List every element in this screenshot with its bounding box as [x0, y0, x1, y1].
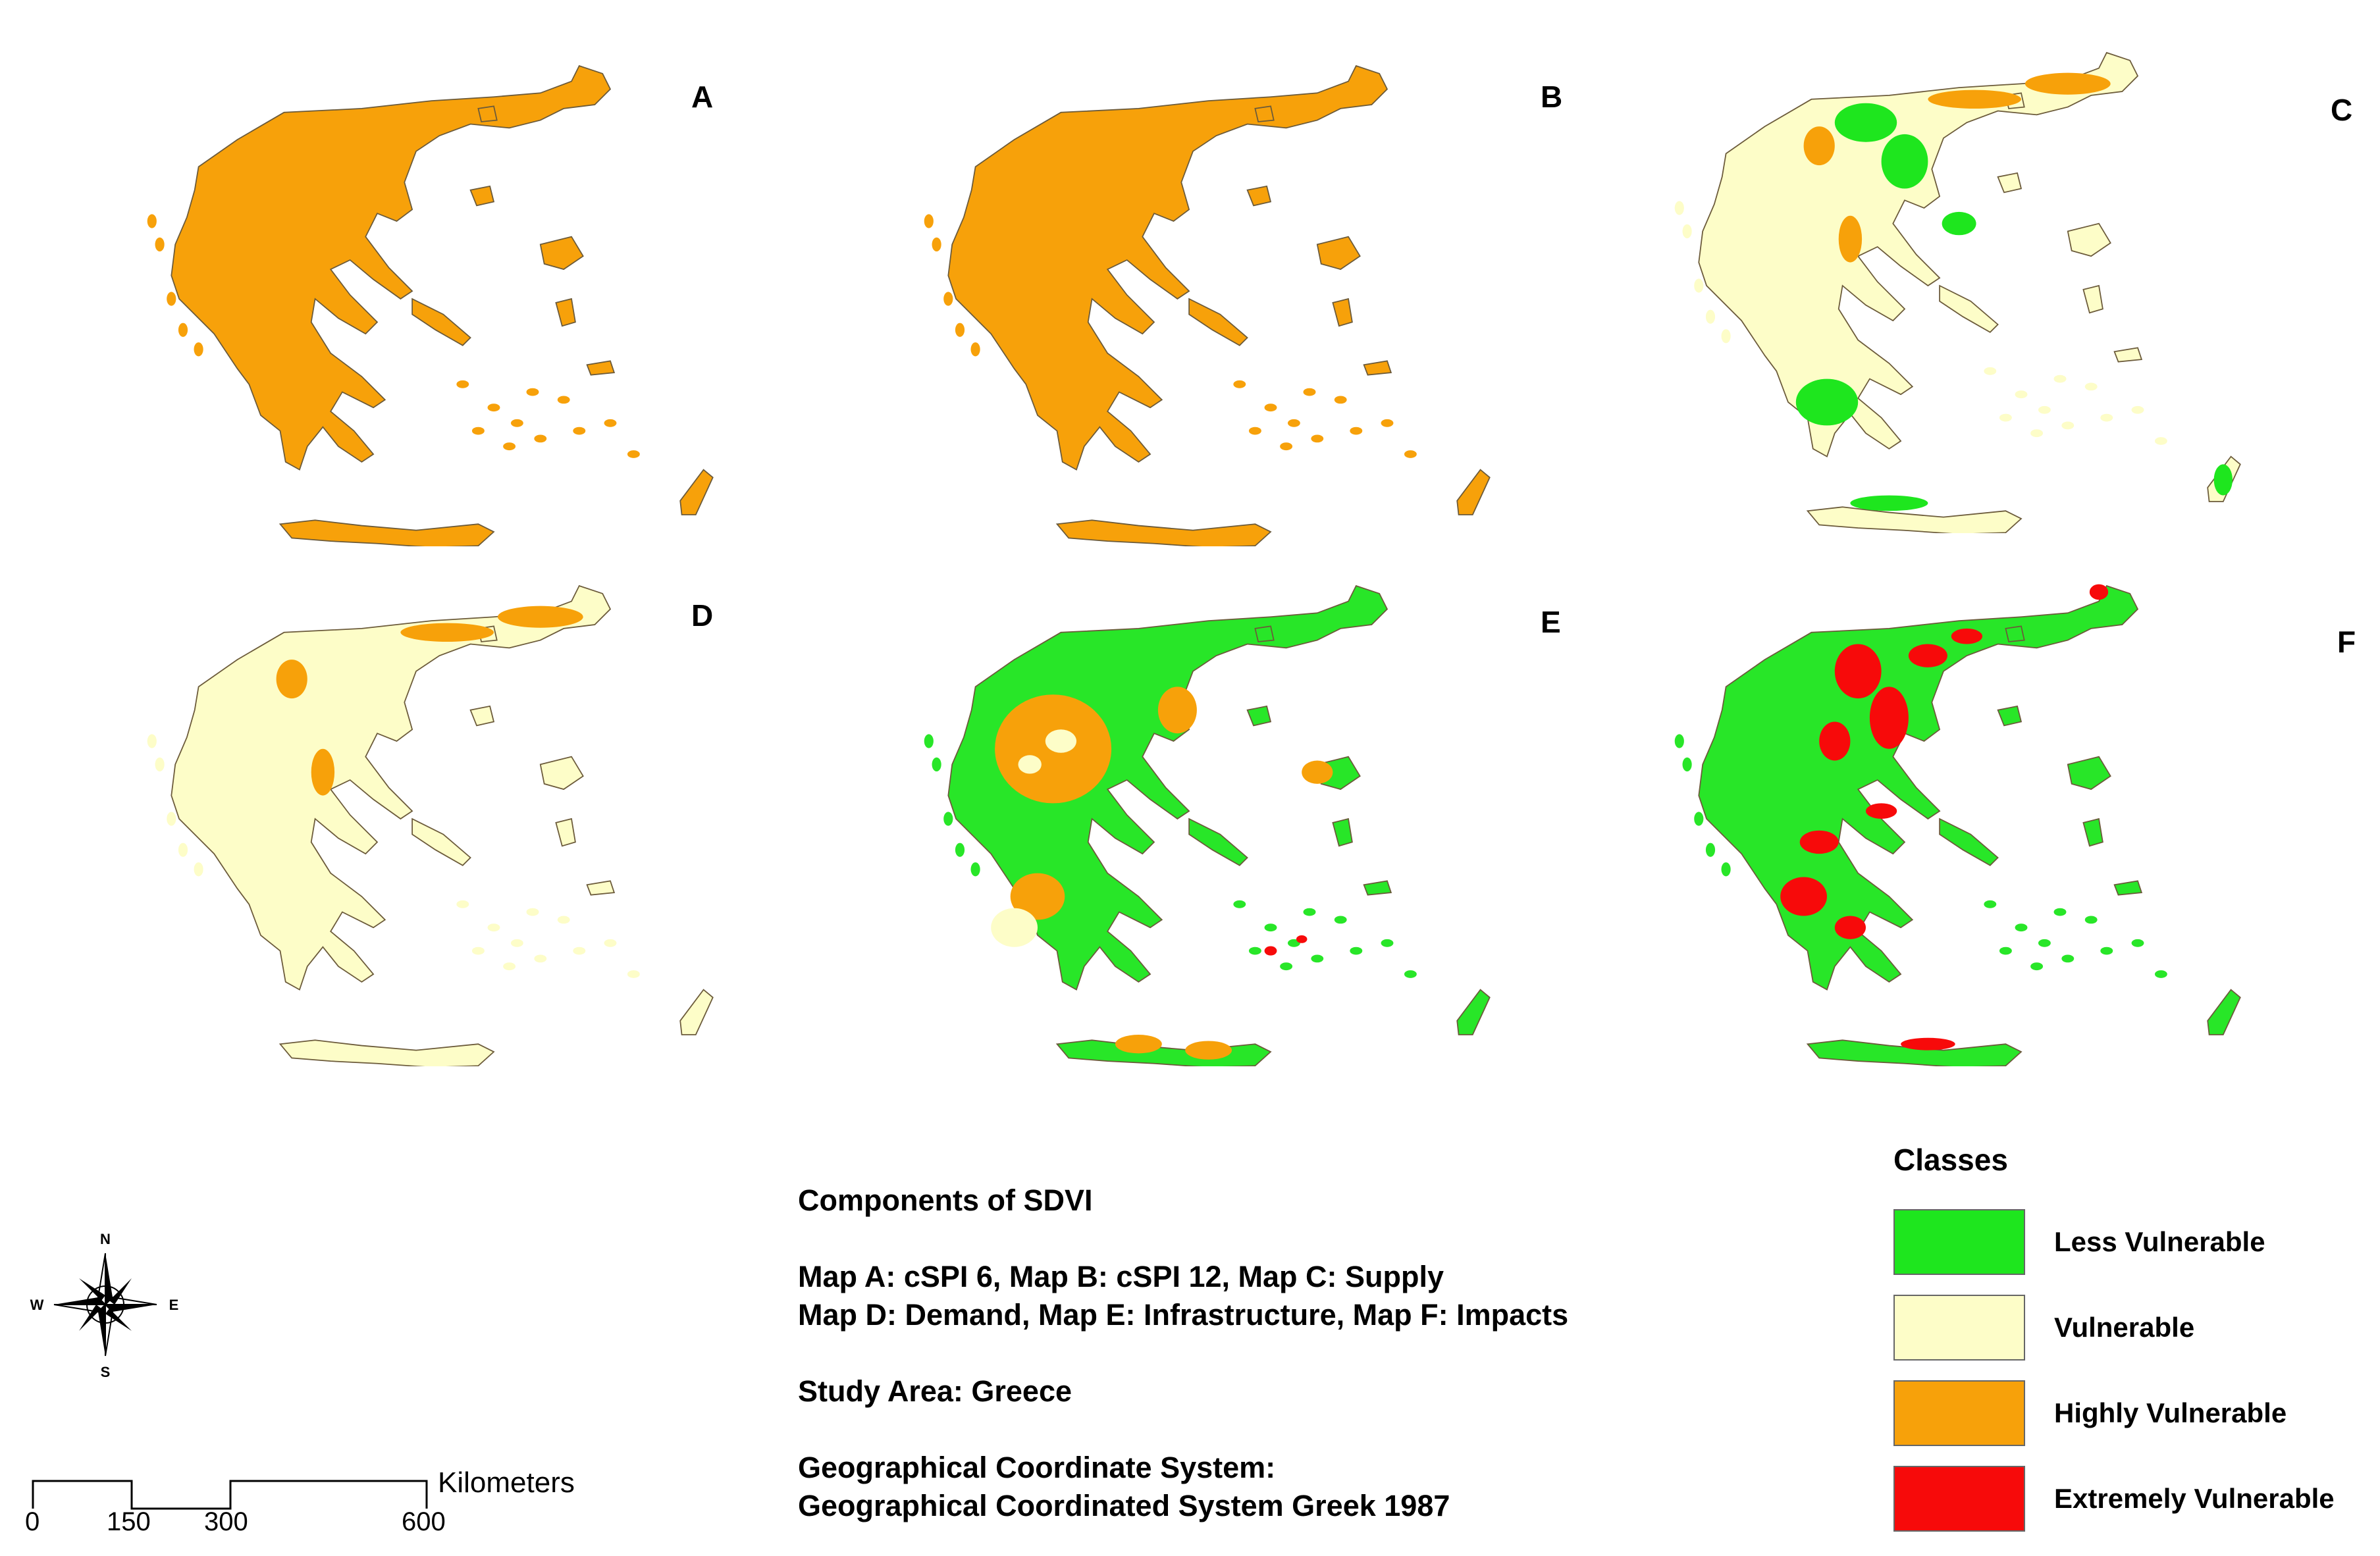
legend-title: Classes — [1893, 1143, 2008, 1177]
panel-label-c: C — [2331, 93, 2353, 127]
scale-bar-graphic — [32, 1480, 428, 1510]
legend-swatch — [1893, 1380, 2025, 1446]
legend-label: Vulnerable — [2054, 1312, 2195, 1343]
info-crs-label: Geographical Coordinate System: — [798, 1451, 1276, 1484]
info-crs-value: Geographical Coordinated System Greek 19… — [798, 1489, 1450, 1522]
info-maps-line1: Map A: cSPI 6, Map B: cSPI 12, Map C: Su… — [798, 1260, 1444, 1293]
greece-map-d — [147, 584, 714, 1066]
compass-n: N — [100, 1231, 111, 1247]
map-panel-a: A — [79, 46, 856, 546]
greece-map-e — [924, 584, 1491, 1066]
scale-bar: 0 150 300 600 Kilometers — [20, 1455, 612, 1540]
legend-swatch — [1893, 1295, 2025, 1361]
scale-tick-300: 300 — [204, 1507, 248, 1536]
greece-map-a — [147, 65, 714, 546]
info-block: Components of SDVI Map A: cSPI 6, Map B:… — [798, 1181, 1568, 1525]
greece-map-b — [924, 65, 1491, 546]
info-study-area: Study Area: Greece — [798, 1374, 1072, 1408]
legend-swatch — [1893, 1209, 2025, 1275]
legend-label: Highly Vulnerable — [2054, 1397, 2287, 1428]
legend-label: Extremely Vulnerable — [2054, 1483, 2335, 1514]
panel-label-d: D — [691, 598, 714, 633]
panel-label-e: E — [1541, 605, 1561, 639]
legend-item-less-vulnerable: Less Vulnerable — [1893, 1209, 2374, 1275]
legend-swatch — [1893, 1466, 2025, 1532]
compass-e: E — [169, 1297, 179, 1313]
compass-rose: N S E W — [26, 1224, 184, 1382]
compass-s: S — [101, 1364, 111, 1380]
panel-label-f: F — [2337, 625, 2356, 659]
scale-unit: Kilometers — [438, 1466, 575, 1499]
map-panel-d: D — [79, 566, 856, 1066]
info-heading: Components of SDVI — [798, 1183, 1093, 1217]
panel-label-b: B — [1541, 80, 1563, 114]
greece-map-c — [1674, 51, 2241, 533]
map-panel-c: C — [1606, 33, 2380, 533]
scale-tick-600: 600 — [402, 1507, 446, 1536]
legend-item-extremely-vulnerable: Extremely Vulnerable — [1893, 1466, 2374, 1532]
scale-tick-150: 150 — [107, 1507, 151, 1536]
info-maps-line2: Map D: Demand, Map E: Infrastructure, Ma… — [798, 1298, 1569, 1332]
compass-w: W — [30, 1297, 44, 1313]
legend-item-vulnerable: Vulnerable — [1893, 1295, 2374, 1361]
legend-item-highly-vulnerable: Highly Vulnerable — [1893, 1380, 2374, 1446]
panel-label-a: A — [691, 80, 714, 114]
map-panel-f: F — [1606, 566, 2380, 1066]
legend-label: Less Vulnerable — [2054, 1226, 2265, 1257]
scale-tick-0: 0 — [25, 1507, 40, 1536]
map-panel-b: B — [856, 46, 1633, 546]
compass-rose-icon: N S E W — [30, 1231, 179, 1380]
greece-map-f — [1674, 584, 2241, 1066]
map-panel-e: E — [856, 566, 1633, 1066]
